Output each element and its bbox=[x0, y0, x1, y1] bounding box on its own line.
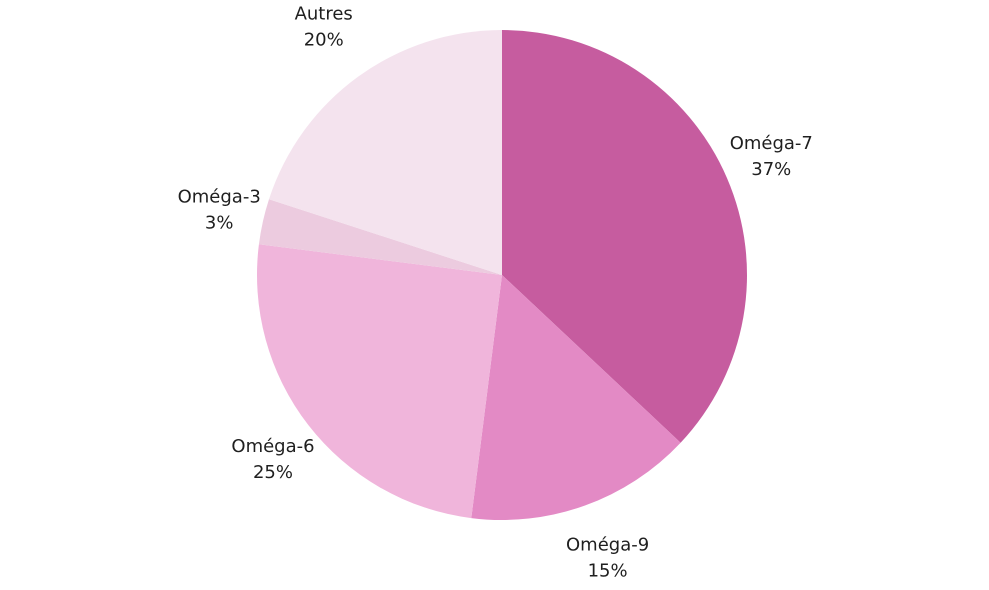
slice-name-label: Oméga-6 bbox=[231, 436, 314, 457]
slice-value-label: 37% bbox=[751, 159, 791, 180]
slice-value-label: 3% bbox=[205, 213, 234, 234]
slice-name-label: Autres bbox=[295, 3, 353, 24]
pie-slice-omega-9 bbox=[471, 275, 681, 521]
slice-value-label: 25% bbox=[253, 462, 293, 483]
pie-slice-autres bbox=[268, 30, 502, 275]
slice-name-label: Oméga-7 bbox=[730, 133, 813, 154]
slice-name-label: Oméga-3 bbox=[178, 187, 261, 208]
slice-value-label: 15% bbox=[588, 560, 628, 581]
slice-name-label: Oméga-9 bbox=[566, 534, 649, 555]
pie-slice-omega-6 bbox=[256, 244, 502, 519]
pie-labels: Oméga-7 37% Oméga-9 15% Oméga-6 25% Oméga-3 3% A… bbox=[178, 3, 813, 581]
pie-slice-omega-7 bbox=[502, 30, 747, 443]
pie-slice-omega-3 bbox=[258, 199, 502, 275]
slice-value-label: 20% bbox=[304, 29, 344, 50]
pie-slices bbox=[256, 30, 747, 521]
